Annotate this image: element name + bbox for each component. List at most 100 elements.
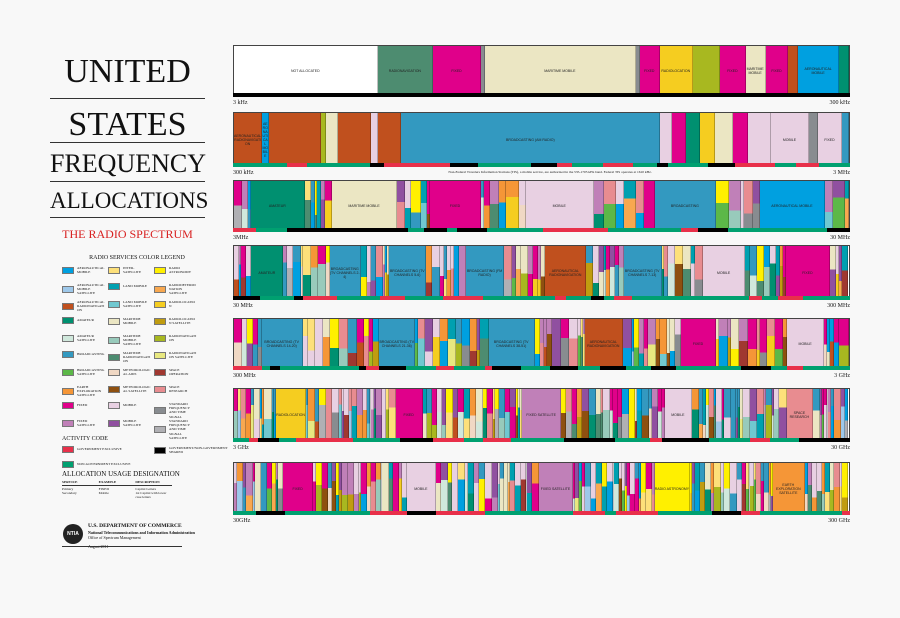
allocation-band [560, 319, 570, 369]
activity-segment [592, 438, 615, 442]
allocation-band [691, 389, 700, 441]
activity-segment [573, 511, 605, 515]
allocation-band [619, 463, 623, 514]
band-start-label: 300 MHz [233, 373, 256, 379]
activity-segment [748, 296, 762, 300]
allocation-band [740, 181, 745, 231]
allocation-band [579, 463, 583, 514]
allocation-band [838, 46, 849, 96]
allocation-band [586, 246, 593, 299]
allocation-band [366, 246, 371, 299]
legend-item: Maritime Radionavigation [108, 351, 151, 364]
activity-segment [749, 438, 770, 442]
activity-segment [656, 163, 668, 167]
activity-segment [645, 93, 659, 97]
activity-segment [658, 93, 677, 97]
allocation-band [371, 389, 374, 441]
allocation-band [742, 463, 747, 514]
legend-swatch [108, 385, 120, 393]
activity-segment [542, 228, 561, 232]
allocation-band [709, 389, 715, 441]
allocation-band [426, 389, 432, 441]
allocation-band [763, 246, 770, 299]
legend-swatch [154, 385, 166, 393]
allocation-band [453, 389, 458, 441]
allocation-band [622, 319, 632, 369]
allocation-band [242, 463, 246, 514]
activity-segment [578, 366, 601, 370]
allocation-band: FIXED SATELLITE [539, 463, 573, 514]
allocation-band [825, 181, 834, 231]
activity-segment [587, 93, 601, 97]
activity-segment [267, 163, 287, 167]
activity-segment [478, 163, 501, 167]
allocation-band [476, 389, 483, 441]
allocation-band: BROADCASTING (TV CHANNELS 7-13) [623, 246, 662, 299]
legend-swatch [62, 266, 74, 274]
allocation-band [661, 246, 664, 299]
allocation-band [503, 246, 512, 299]
allocation-band [515, 246, 521, 299]
allocation-band [613, 389, 619, 441]
activity-segment [465, 511, 486, 515]
legend-label: Land Mobile [123, 284, 148, 289]
activity-segment [464, 438, 484, 442]
allocation-band [511, 246, 516, 299]
activity-segment [591, 296, 604, 300]
allocation-band [432, 319, 440, 369]
allocation-band [458, 246, 467, 299]
allocation-band [804, 463, 809, 514]
cell: Mobile [98, 491, 109, 495]
allocation-band [763, 389, 766, 441]
allocation-band: BROADCASTING (FM RADIO) [466, 246, 504, 299]
allocation-band [672, 113, 687, 166]
allocation-band [690, 463, 692, 514]
legend-swatch [108, 283, 120, 290]
allocation-band [258, 319, 262, 369]
activity-segment [502, 296, 529, 300]
activity-segment [509, 228, 534, 232]
allocation-band [569, 319, 578, 369]
activity-segment [741, 366, 771, 370]
activity-segment [449, 163, 479, 167]
band-label: AERONAUTICAL RADIONAVIGATION [549, 268, 582, 277]
activity-code-bar [233, 296, 850, 300]
band-row: RADIOLOCATION FIXED FIXED SATELLITE MOBILE S… [233, 388, 850, 442]
legend-item: Amateur [62, 317, 105, 324]
activity-code-bar [233, 366, 851, 370]
band-label: MOBILE [782, 137, 797, 142]
allocation-band [338, 389, 342, 441]
allocation-band [662, 389, 665, 441]
allocation-band [325, 113, 338, 166]
allocation-band: BROADCASTING (AM RADIO) [401, 113, 661, 166]
allocation-band [581, 389, 589, 441]
allocation-band [601, 389, 604, 441]
activity-segment [600, 93, 622, 97]
activity-segment [432, 438, 465, 442]
activity-segment [579, 163, 604, 167]
activity-label: Government/Non-Government Shared [169, 446, 228, 455]
allocation-band [769, 463, 771, 514]
legend-swatch [62, 419, 74, 427]
allocation-band [377, 113, 402, 166]
activity-segment [658, 228, 673, 232]
activity-segment [796, 163, 819, 167]
allocation-band [273, 389, 276, 441]
office: Office of Spectrum Management [88, 535, 141, 541]
allocation-band [839, 463, 842, 514]
allocation-band [839, 319, 849, 369]
allocation-band [714, 389, 717, 441]
allocation-band [509, 463, 515, 514]
allocation-band [247, 319, 254, 369]
allocation-band: BROADCASTING (TV CHANNELS 38-51) [488, 319, 535, 369]
band-label: MARITIME MOBILE [544, 69, 576, 73]
activity-item: Government Exclusive [62, 446, 150, 453]
department: U.S. DEPARTMENT OF COMMERCE [88, 523, 182, 529]
allocation-band [463, 389, 470, 441]
band-row: AMATEUR MARITIME MOBILE FIXED MOBILE BROADCA… [233, 180, 850, 232]
activity-segment [604, 511, 616, 515]
allocation-band: MOBILE [702, 246, 746, 299]
allocation-band [769, 246, 776, 299]
allocation-band [315, 319, 323, 369]
activity-segment [351, 296, 380, 300]
